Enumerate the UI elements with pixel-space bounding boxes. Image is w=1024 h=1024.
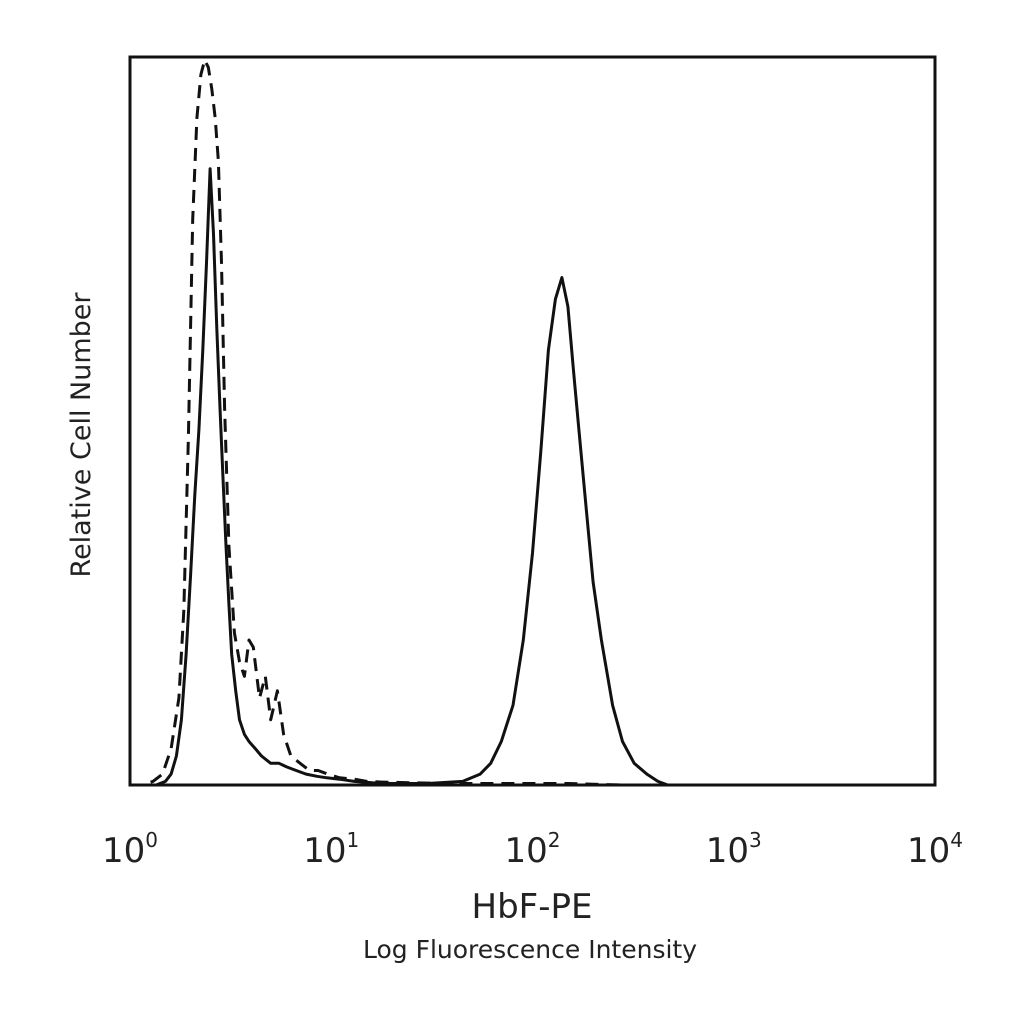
y-axis-title: Relative Cell Number bbox=[66, 292, 97, 578]
series-layer bbox=[130, 58, 935, 787]
x-tick-label: 103 bbox=[706, 828, 762, 871]
x-tick-label: 102 bbox=[505, 828, 561, 871]
x-axis-title: HbF-PE bbox=[472, 887, 593, 927]
x-tick-labels: 100 101 102 103 104 bbox=[102, 828, 963, 871]
plot-frame bbox=[128, 55, 937, 787]
x-tick-label: 101 bbox=[303, 828, 359, 871]
x-tick-label: 100 bbox=[102, 828, 158, 871]
series-line-solid bbox=[130, 167, 935, 787]
x-tick-label: 104 bbox=[907, 828, 963, 871]
x-axis-subtitle: Log Fluorescence Intensity bbox=[363, 935, 697, 964]
